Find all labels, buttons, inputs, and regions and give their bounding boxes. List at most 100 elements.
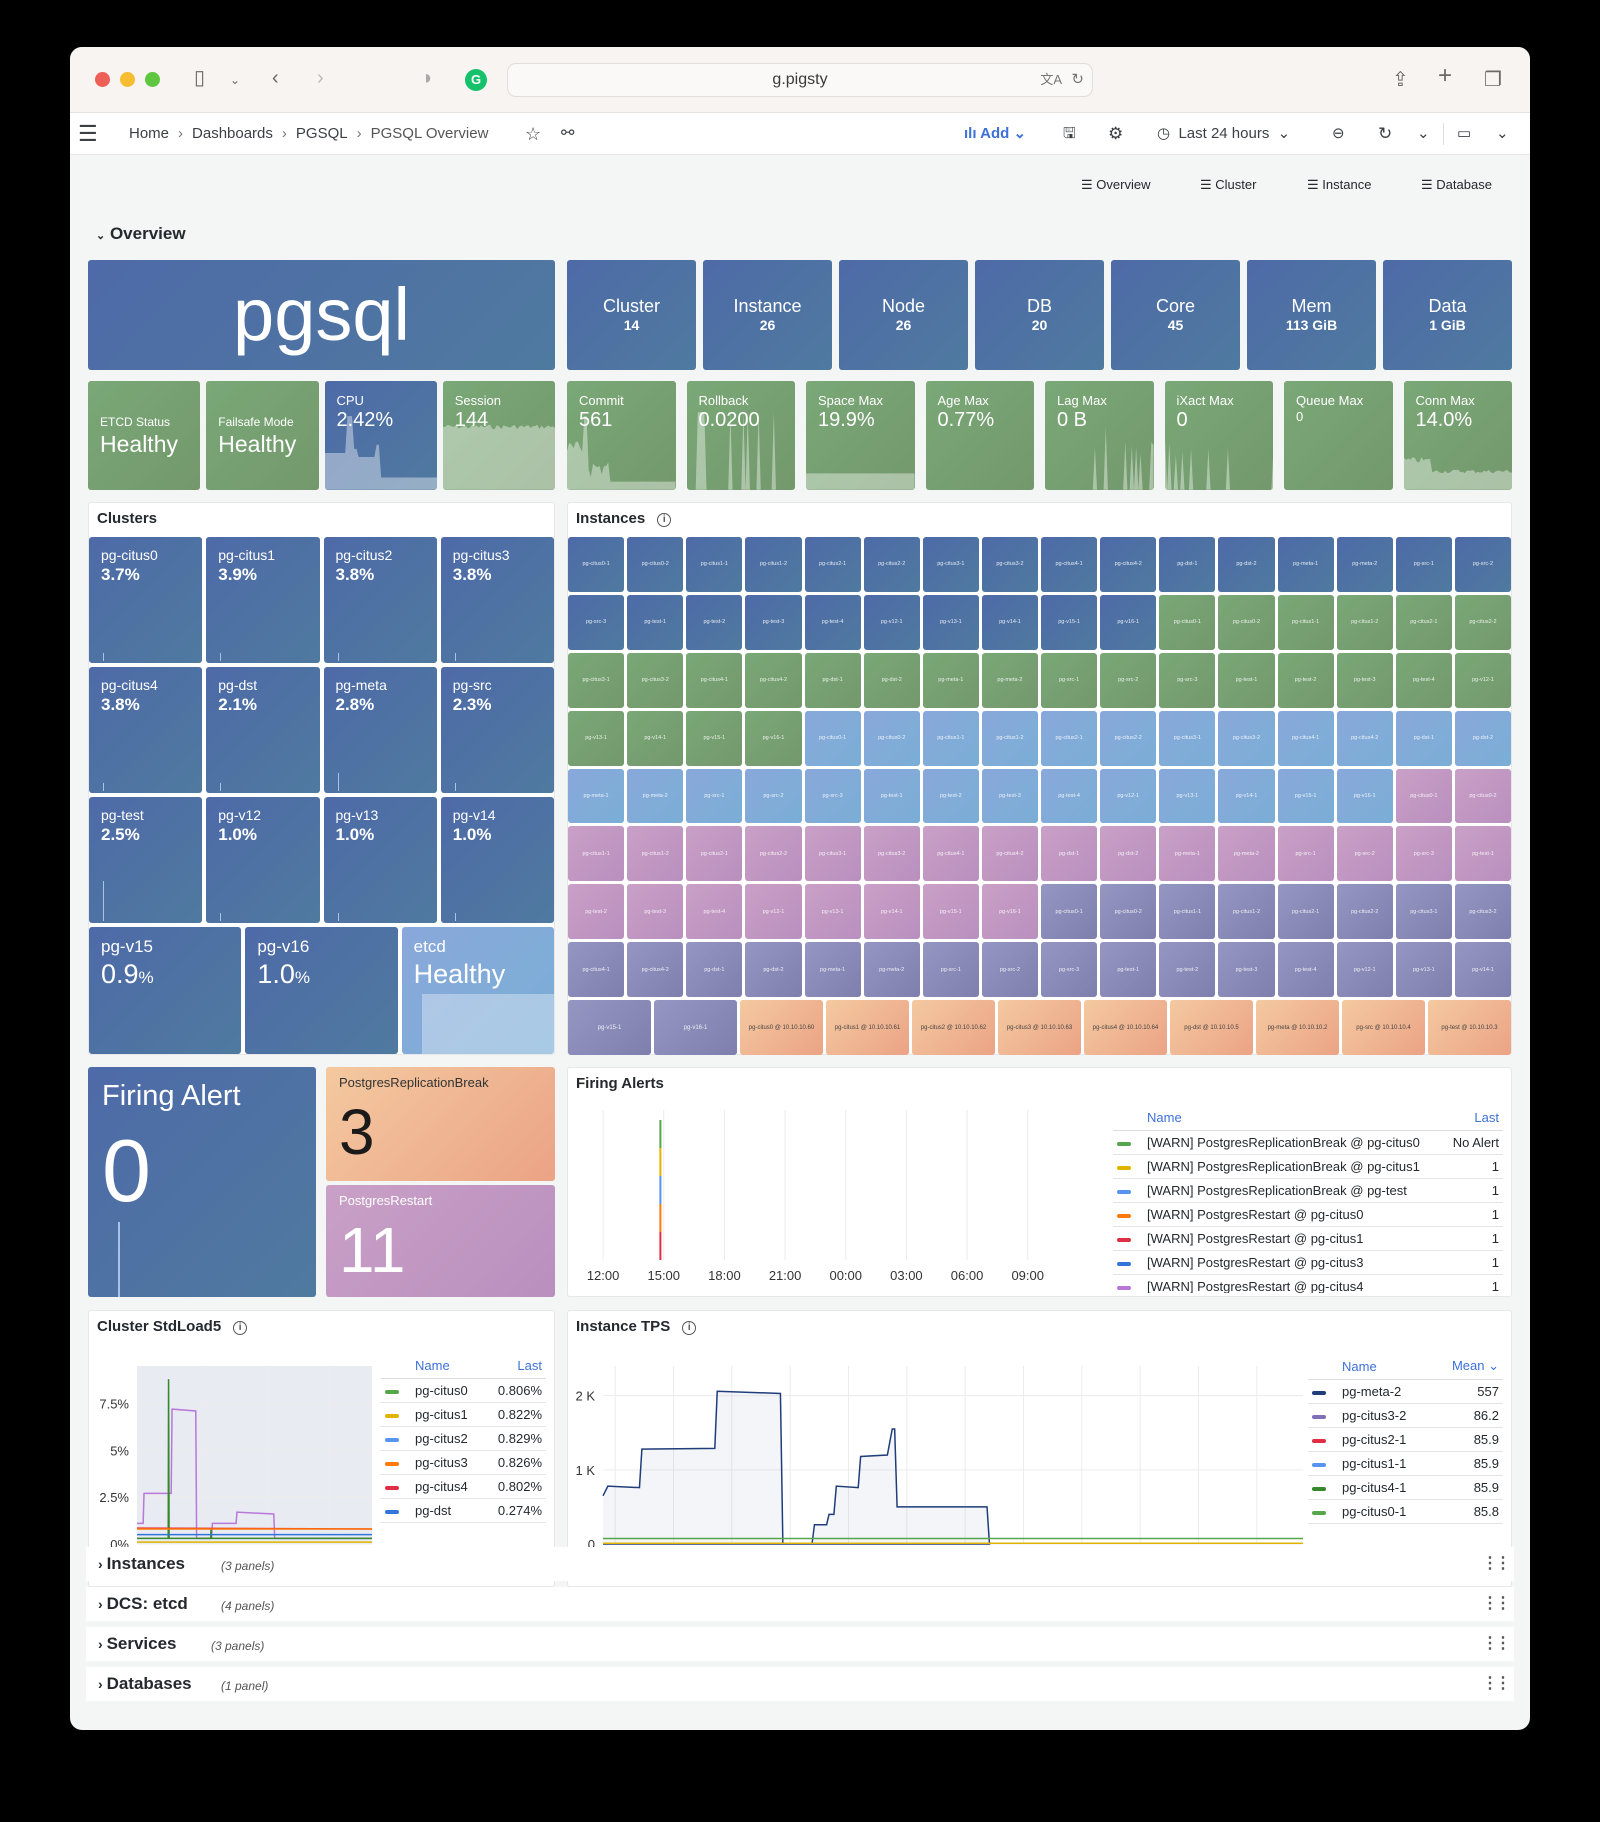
collapsed-row-instances[interactable]: › Instances (3 panels) ⋮⋮: [86, 1547, 1514, 1581]
legend-row[interactable]: [WARN] PostgresReplicationBreak @ pg-cit…: [1113, 1154, 1503, 1179]
instance-tile[interactable]: pg-src-3: [1159, 652, 1216, 708]
instance-tile[interactable]: pg-citus4-1: [1277, 710, 1334, 766]
dashlink-overview[interactable]: ☰ Overview: [1081, 177, 1151, 192]
firing-alerts-chart[interactable]: 12:00 15:00 18:00 21:00 00:00 03:00 06:00 09:00: [568, 1098, 1068, 1298]
instance-tile[interactable]: pg-test-3: [981, 768, 1038, 824]
instance-tile[interactable]: pg-v13-1: [804, 884, 861, 940]
dashlink-database[interactable]: ☰ Database: [1421, 177, 1492, 192]
cluster-tile[interactable]: pg-citus3 3.8%: [440, 537, 554, 663]
menu-icon[interactable]: ☰: [78, 121, 98, 146]
cluster-tile[interactable]: pg-citus4 3.8%: [89, 667, 203, 793]
instance-cluster-tile[interactable]: pg-src @ 10.10.10.4: [1342, 1000, 1425, 1055]
instance-tile[interactable]: pg-test-2: [568, 884, 625, 940]
collapsed-row-dcsetcd[interactable]: › DCS: etcd (4 panels) ⋮⋮: [86, 1587, 1514, 1621]
legend-row[interactable]: pg-dst 0.274%: [381, 1498, 546, 1523]
instance-tile[interactable]: pg-test-3: [1336, 652, 1393, 708]
instance-tile[interactable]: pg-test-4: [1041, 768, 1098, 824]
cluster-tile[interactable]: pg-citus1 3.9%: [206, 537, 320, 663]
instance-tile[interactable]: pg-test-3: [745, 594, 802, 650]
tabs-overview-icon[interactable]: ❐: [1484, 69, 1502, 91]
instance-tile[interactable]: pg-src-3: [804, 768, 861, 824]
cluster-tile[interactable]: pg-v16 1.0%: [245, 927, 398, 1054]
cluster-tile[interactable]: pg-citus2 3.8%: [323, 537, 437, 663]
instance-tile[interactable]: pg-v14-1: [627, 710, 684, 766]
address-bar[interactable]: g.pigsty 文A ↻: [507, 63, 1093, 97]
instance-tile[interactable]: pg-v13-1: [1395, 942, 1452, 997]
instance-tile[interactable]: pg-test-3: [1218, 942, 1275, 997]
legend-name-header[interactable]: Name: [1338, 1356, 1432, 1380]
instance-tile[interactable]: pg-dst-2: [745, 942, 802, 997]
instance-tile[interactable]: pg-citus0-2: [1454, 768, 1511, 824]
instance-tile[interactable]: pg-src-1: [922, 942, 979, 997]
legend-row[interactable]: pg-citus1 0.822%: [381, 1402, 546, 1427]
instance-tile[interactable]: pg-citus1-2: [981, 710, 1038, 766]
stat-tile-rollback[interactable]: Rollback 0.0200: [686, 381, 795, 490]
instance-cluster-tile[interactable]: pg-citus2 @ 10.10.10.62: [912, 1000, 995, 1055]
instance-tile[interactable]: pg-citus0-1: [1395, 768, 1452, 824]
cluster-tile[interactable]: etcd Healthy: [401, 927, 554, 1054]
instance-tile[interactable]: pg-citus3-2: [627, 652, 684, 708]
instance-tile[interactable]: pg-dst-2: [1100, 826, 1157, 882]
drag-handle-icon[interactable]: ⋮⋮: [1482, 1555, 1511, 1572]
summary-tile-instance[interactable]: Instance 26: [703, 260, 832, 370]
instance-tile[interactable]: pg-test-4: [1395, 652, 1452, 708]
instance-tile[interactable]: pg-test-2: [1159, 942, 1216, 997]
instance-cluster-tile[interactable]: pg-citus1 @ 10.10.10.61: [826, 1000, 909, 1055]
instance-tile[interactable]: pg-meta-1: [1159, 826, 1216, 882]
instance-tile[interactable]: pg-citus2-1: [686, 826, 743, 882]
legend-row[interactable]: pg-citus4-1 85.9: [1308, 1475, 1503, 1500]
instance-tile[interactable]: pg-v14-1: [981, 594, 1038, 650]
instance-tile[interactable]: pg-test-3: [627, 884, 684, 940]
instance-tile[interactable]: pg-src-1: [1395, 537, 1452, 592]
forward-icon[interactable]: ›: [317, 67, 324, 89]
instance-tile[interactable]: pg-v14-1: [1454, 942, 1511, 997]
instance-cluster-tile[interactable]: pg-meta @ 10.10.10.2: [1256, 1000, 1339, 1055]
instance-tile[interactable]: pg-citus2-2: [745, 826, 802, 882]
instance-tile[interactable]: pg-src-2: [1336, 826, 1393, 882]
instance-tile[interactable]: pg-citus4-2: [1100, 537, 1157, 592]
stat-tile-commit[interactable]: Commit 561: [567, 381, 676, 490]
instance-tile[interactable]: pg-citus3-1: [804, 826, 861, 882]
legend-row[interactable]: [WARN] PostgresReplicationBreak @ pg-tes…: [1113, 1178, 1503, 1203]
instance-tile[interactable]: pg-dst-1: [1041, 826, 1098, 882]
instance-tile[interactable]: pg-src-3: [568, 594, 625, 650]
collapsed-row-databases[interactable]: › Databases (1 panel) ⋮⋮: [86, 1667, 1514, 1701]
instance-tile[interactable]: pg-dst-2: [863, 652, 920, 708]
replication-break-stat[interactable]: PostgresReplicationBreak 3: [326, 1067, 555, 1181]
row-overview-toggle[interactable]: ⌄ Overview: [96, 224, 186, 244]
legend-row[interactable]: [WARN] PostgresRestart @ pg-citus3 1: [1113, 1250, 1503, 1275]
instance-tile[interactable]: pg-v16-1: [1100, 594, 1157, 650]
instance-tile[interactable]: pg-meta-1: [804, 942, 861, 997]
instance-tile[interactable]: pg-v15-1: [1277, 768, 1334, 824]
legend-value-header[interactable]: Last: [483, 1356, 546, 1379]
instance-tile[interactable]: pg-v15-1: [568, 1000, 651, 1055]
instance-tile[interactable]: pg-citus4-2: [745, 652, 802, 708]
instance-tile[interactable]: pg-v12-1: [1454, 652, 1511, 708]
instance-tile[interactable]: pg-test-1: [863, 768, 920, 824]
instance-tile[interactable]: pg-citus3-1: [922, 537, 979, 592]
back-icon[interactable]: ‹: [272, 67, 279, 89]
dashlink-cluster[interactable]: ☰ Cluster: [1200, 177, 1257, 192]
legend-row[interactable]: pg-citus2 0.829%: [381, 1426, 546, 1451]
stat-tile-ixact-max[interactable]: iXact Max 0: [1164, 381, 1273, 490]
instance-tile[interactable]: pg-citus1-1: [1277, 594, 1334, 650]
instance-tile[interactable]: pg-v15-1: [922, 884, 979, 940]
instance-tile[interactable]: pg-citus4-2: [627, 942, 684, 997]
instance-tile[interactable]: pg-test-4: [804, 594, 861, 650]
legend-row[interactable]: pg-meta-2 557: [1308, 1379, 1503, 1404]
summary-tile-cluster[interactable]: Cluster 14: [567, 260, 696, 370]
settings-gear-icon[interactable]: ⚙: [1108, 124, 1124, 143]
instance-tile[interactable]: pg-citus0-2: [1100, 884, 1157, 940]
instance-tile[interactable]: pg-v12-1: [863, 594, 920, 650]
status-tile[interactable]: Failsafe Mode Healthy: [206, 381, 319, 490]
instance-tile[interactable]: pg-meta-1: [1277, 537, 1334, 592]
legend-row[interactable]: pg-citus4 0.802%: [381, 1474, 546, 1499]
instance-tile[interactable]: pg-citus1-2: [627, 826, 684, 882]
legend-name-header[interactable]: Name: [1143, 1108, 1445, 1131]
legend-row[interactable]: pg-citus3-2 86.2: [1308, 1403, 1503, 1428]
instance-tile[interactable]: pg-citus1-2: [745, 537, 802, 592]
add-button[interactable]: ılı Add ⌄: [964, 125, 1027, 142]
translate-icon[interactable]: 文A: [1040, 72, 1062, 87]
instance-tile[interactable]: pg-v14-1: [863, 884, 920, 940]
cluster-tile[interactable]: pg-src 2.3%: [440, 667, 554, 793]
